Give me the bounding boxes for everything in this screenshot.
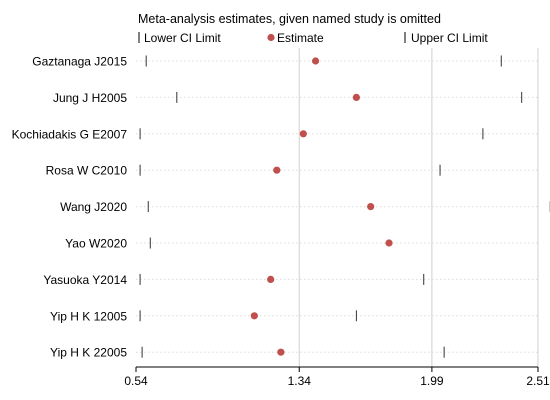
x-tick-label: 1.99 (420, 374, 444, 388)
study-label: Gaztanaga J2015 (32, 55, 127, 69)
chart-title: Meta-analysis estimates, given named stu… (138, 12, 441, 26)
x-tick-label: 2.51 (526, 374, 550, 388)
x-tick-label: 1.34 (288, 374, 312, 388)
study-label: Yasuoka Y2014 (43, 273, 127, 287)
study-label: Yip H K 22005 (50, 346, 127, 360)
estimate-point (267, 275, 275, 283)
estimate-point (385, 239, 393, 247)
estimate-point (250, 312, 258, 320)
estimate-point (273, 166, 281, 174)
study-label: Jung J H2005 (53, 91, 127, 105)
x-axis: 0.54 1.34 1.99 2.51 (124, 366, 550, 388)
study-label: Kochiadakis G E2007 (12, 127, 128, 141)
study-label: Yip H K 12005 (50, 309, 127, 323)
legend-estimate-marker (267, 33, 275, 42)
study-label: Rosa W C2010 (46, 164, 128, 178)
estimate-point (311, 57, 320, 65)
estimate-point (299, 130, 307, 138)
study-label: Yao W2020 (65, 237, 127, 251)
x-tick-label: 0.54 (124, 374, 148, 388)
legend-upper-label: Upper CI Limit (411, 31, 488, 45)
legend: Meta-analysis estimates, given named stu… (138, 12, 488, 45)
study-label: Wang J2020 (60, 200, 127, 214)
study-rows: Gaztanaga J2015 Jung J H2005 Kochiadakis G… (12, 55, 550, 360)
gridlines (298, 48, 539, 367)
estimate-point (352, 93, 360, 101)
estimate-point (277, 348, 285, 356)
estimate-point (367, 203, 375, 211)
legend-estimate-label: Estimate (277, 31, 324, 45)
legend-lower-label: Lower CI Limit (144, 31, 221, 45)
